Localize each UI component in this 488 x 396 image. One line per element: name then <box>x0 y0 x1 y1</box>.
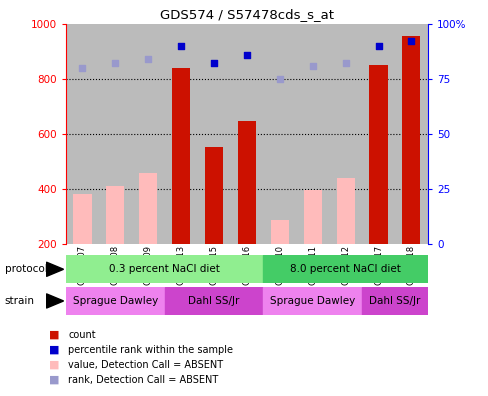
Bar <box>263 287 361 315</box>
Point <box>374 42 382 49</box>
Bar <box>336 177 354 244</box>
Bar <box>361 24 394 244</box>
Text: rank, Detection Call = ABSENT: rank, Detection Call = ABSENT <box>68 375 218 385</box>
Bar <box>197 24 230 244</box>
Bar <box>237 121 256 244</box>
Point <box>111 60 119 67</box>
Title: GDS574 / S57478cds_s_at: GDS574 / S57478cds_s_at <box>160 8 333 21</box>
Text: Sprague Dawley: Sprague Dawley <box>269 296 355 306</box>
Bar <box>270 220 288 244</box>
Bar <box>394 24 427 244</box>
Bar <box>164 24 197 244</box>
Bar <box>204 147 223 244</box>
Bar <box>394 24 427 244</box>
Bar <box>132 24 164 244</box>
Bar <box>361 24 394 244</box>
Point <box>243 51 250 58</box>
Text: Dahl SS/Jr: Dahl SS/Jr <box>368 296 420 306</box>
Point <box>275 76 283 82</box>
Point <box>308 62 316 69</box>
Point <box>407 38 414 44</box>
Bar <box>328 24 361 244</box>
Bar <box>303 190 321 244</box>
Point <box>79 65 86 71</box>
Bar <box>99 24 132 244</box>
Text: 8.0 percent NaCl diet: 8.0 percent NaCl diet <box>289 264 400 274</box>
Text: strain: strain <box>5 296 35 306</box>
Text: 0.3 percent NaCl diet: 0.3 percent NaCl diet <box>109 264 220 274</box>
Text: ■: ■ <box>49 360 59 370</box>
Bar <box>369 65 387 244</box>
Text: protocol: protocol <box>5 264 47 274</box>
Polygon shape <box>46 294 63 308</box>
Bar <box>66 24 99 244</box>
Bar <box>66 287 164 315</box>
Bar <box>328 24 361 244</box>
Bar <box>164 287 263 315</box>
Text: ■: ■ <box>49 329 59 340</box>
Text: Dahl SS/Jr: Dahl SS/Jr <box>188 296 239 306</box>
Bar <box>73 194 91 244</box>
Bar <box>66 255 263 283</box>
Text: Sprague Dawley: Sprague Dawley <box>73 296 158 306</box>
Bar <box>172 68 190 244</box>
Text: percentile rank within the sample: percentile rank within the sample <box>68 345 233 355</box>
Polygon shape <box>46 262 63 276</box>
Text: ■: ■ <box>49 375 59 385</box>
Bar <box>296 24 328 244</box>
Point <box>177 42 184 49</box>
Bar <box>197 24 230 244</box>
Bar <box>361 287 427 315</box>
Bar <box>139 173 157 244</box>
Bar <box>132 24 164 244</box>
Bar <box>263 24 296 244</box>
Bar <box>230 24 263 244</box>
Bar <box>230 24 263 244</box>
Bar <box>99 24 132 244</box>
Bar <box>402 36 420 244</box>
Bar <box>296 24 328 244</box>
Bar <box>263 255 427 283</box>
Point <box>341 60 349 67</box>
Bar <box>263 24 296 244</box>
Text: value, Detection Call = ABSENT: value, Detection Call = ABSENT <box>68 360 223 370</box>
Point <box>210 60 218 67</box>
Bar <box>164 24 197 244</box>
Text: ■: ■ <box>49 345 59 355</box>
Text: count: count <box>68 329 96 340</box>
Point <box>144 56 152 62</box>
Bar <box>106 186 124 244</box>
Bar <box>66 24 99 244</box>
